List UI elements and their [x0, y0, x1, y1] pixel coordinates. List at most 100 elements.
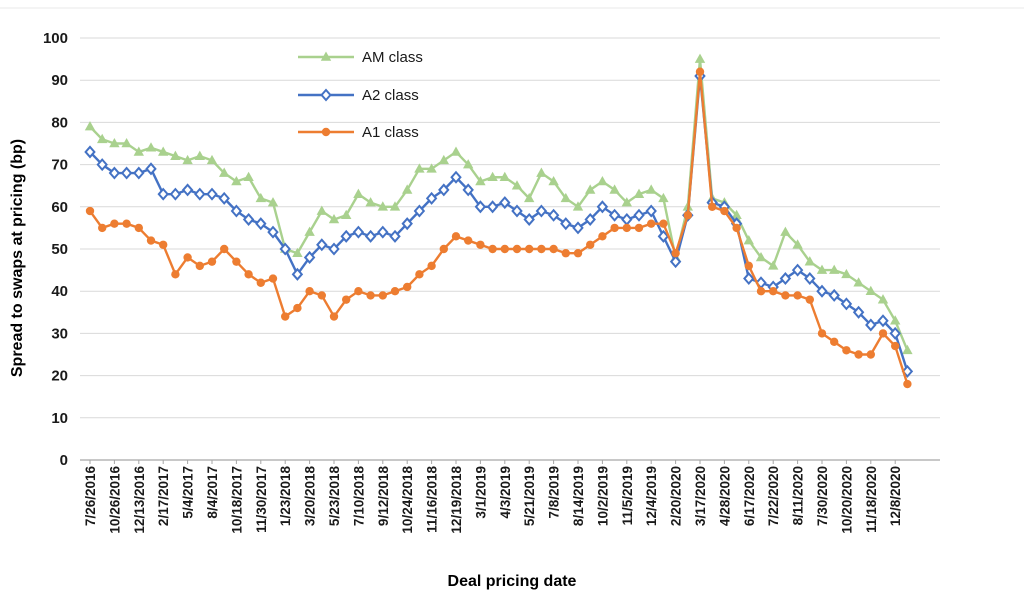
diamond-marker [133, 166, 145, 180]
circle-marker [244, 270, 253, 279]
circle-marker [378, 291, 387, 300]
triangle-marker [438, 154, 449, 165]
legend-label: A1 class [362, 124, 419, 141]
diamond-marker [547, 208, 560, 222]
triangle-marker [328, 213, 340, 224]
diamond-marker [230, 204, 243, 218]
x-axis-tick-label: 8/14/2019 [571, 466, 586, 526]
circle-marker [256, 278, 265, 287]
diamond-marker [255, 217, 267, 231]
circle-marker [549, 244, 558, 254]
triangle-marker [633, 188, 645, 198]
x-axis-tick-label: 3/17/2020 [693, 466, 708, 526]
diamond-marker [486, 200, 499, 214]
circle-marker [842, 346, 851, 355]
circle-marker [598, 232, 607, 241]
triangle-marker [511, 180, 523, 190]
circle-marker [659, 219, 668, 228]
triangle-marker [121, 138, 132, 148]
diamond-marker [828, 288, 840, 302]
x-axis-tick-label: 4/28/2020 [717, 466, 732, 526]
diamond-marker [816, 284, 828, 298]
diamond-marker [779, 272, 792, 286]
diamond-marker [462, 183, 474, 197]
x-axis-tick-label: 5/23/2018 [327, 466, 342, 527]
triangle-marker [170, 150, 181, 160]
circle-marker [805, 295, 814, 304]
series-a2-class [84, 69, 914, 378]
triangle-marker [414, 163, 425, 173]
circle-marker [756, 287, 766, 296]
circle-marker [647, 219, 656, 228]
diamond-marker [340, 229, 352, 243]
x-axis-tick-label: 12/8/2020 [888, 466, 903, 526]
triangle-marker [621, 197, 632, 207]
circle-marker [403, 282, 412, 292]
triangle-marker [389, 201, 401, 211]
y-axis-tick-label: 10 [51, 410, 68, 427]
circle-marker [854, 350, 863, 359]
triangle-marker [853, 277, 864, 287]
circle-marker [85, 206, 95, 216]
diamond-marker [474, 200, 487, 214]
circle-marker [159, 240, 168, 249]
y-axis-tick-label: 20 [51, 368, 68, 385]
diamond-marker [438, 183, 450, 197]
triangle-marker [463, 159, 474, 169]
triangle-marker [450, 146, 462, 156]
triangle-marker [487, 171, 498, 182]
diamond-marker [852, 305, 865, 319]
circle-marker [281, 312, 290, 321]
y-axis-title: Spread to swaps at pricing (bp) [9, 139, 26, 377]
diamond-marker [633, 208, 645, 222]
triangle-marker [572, 201, 584, 211]
x-axis-tick-label: 2/20/2020 [669, 466, 684, 526]
x-axis-tick-label: 10/26/2016 [107, 466, 122, 534]
triangle-marker [804, 256, 815, 266]
triangle-marker [792, 239, 803, 249]
triangle-marker [646, 184, 657, 194]
triangle-marker [267, 197, 279, 207]
triangle-marker [316, 205, 327, 215]
x-axis-tick-label: 4/3/2019 [498, 466, 513, 519]
triangle-marker [377, 201, 388, 211]
y-axis-tick-label: 70 [51, 157, 68, 174]
diamond-marker [840, 297, 853, 311]
circle-marker [537, 244, 546, 254]
diamond-marker [218, 191, 230, 205]
x-axis-tick-label: 11/18/2020 [864, 466, 879, 533]
diamond-marker [523, 212, 535, 226]
triangle-marker [829, 264, 840, 274]
triangle-marker [365, 197, 376, 207]
circle-marker [305, 287, 314, 296]
triangle-marker [609, 184, 620, 194]
x-axis-tick-label: 5/21/2019 [522, 466, 537, 526]
circle-marker [671, 249, 680, 258]
circle-marker [866, 350, 875, 359]
circle-marker [110, 219, 119, 228]
diamond-marker [291, 267, 304, 281]
legend-item-am-class: AM class [298, 49, 423, 66]
triangle-marker [743, 235, 754, 245]
circle-marker [476, 240, 485, 249]
triangle-marker [145, 142, 157, 152]
legend-item-a1-class: A1 class [298, 124, 419, 141]
diamond-marker [181, 183, 194, 197]
x-axis-tick-label: 1/23/2018 [278, 466, 293, 527]
diamond-marker [84, 145, 96, 159]
diamond-marker [791, 263, 804, 277]
diamond-marker [352, 225, 365, 239]
circle-marker [98, 223, 107, 233]
triangle-marker [84, 121, 96, 131]
circle-marker [321, 127, 331, 137]
circle-marker [439, 244, 448, 254]
triangle-marker [158, 146, 169, 156]
circle-marker [817, 329, 827, 338]
diamond-marker [572, 221, 584, 235]
triangle-marker [182, 154, 193, 165]
circle-marker [732, 223, 741, 233]
triangle-marker [341, 209, 352, 220]
triangle-marker [499, 171, 510, 182]
circle-marker [708, 202, 717, 211]
circle-marker [366, 291, 375, 300]
